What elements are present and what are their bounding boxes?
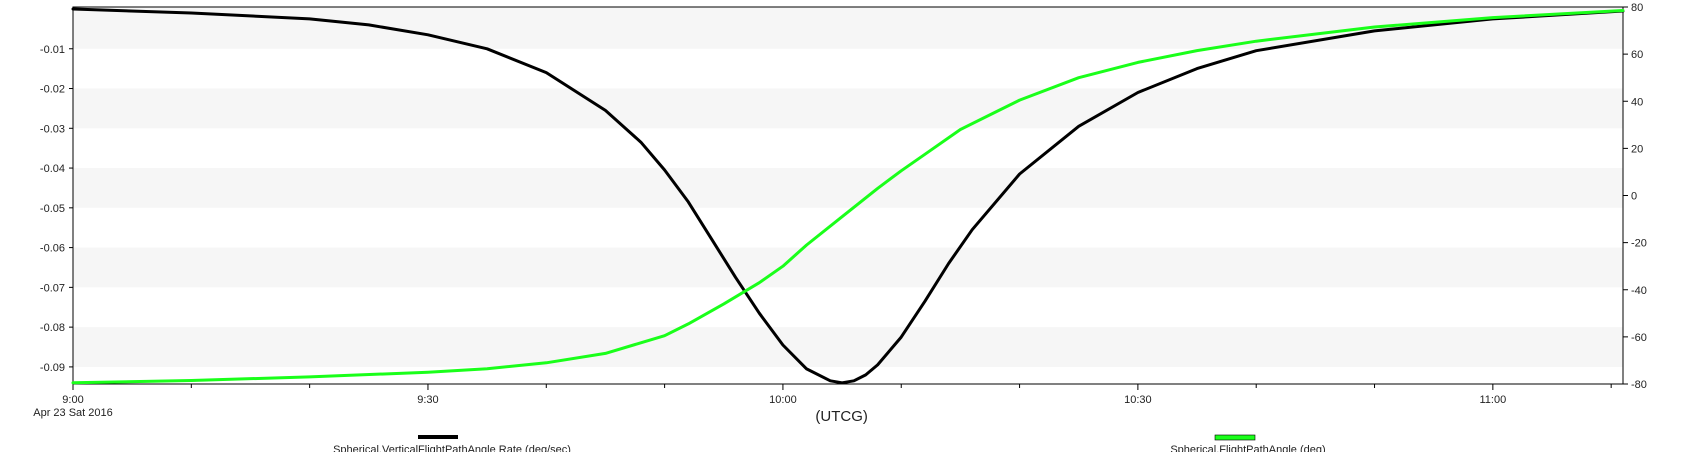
right-tick-label: -80: [1631, 379, 1647, 391]
grid-band: [73, 327, 1623, 367]
right-tick-label: 60: [1631, 49, 1643, 61]
left-tick-label: -0.05: [40, 203, 65, 215]
series-line-1: [71, 7, 1625, 385]
right-tick-label: 0: [1631, 191, 1637, 203]
left-tick-label: -0.01: [40, 44, 65, 56]
x-date-label: Apr 23 Sat 2016: [33, 407, 113, 419]
right-tick-label: -60: [1631, 332, 1647, 344]
right-axis: 80 60 40 20 0 -20 -40 -60 -80: [1623, 2, 1647, 391]
x-axis: 9:00 9:30 10:00 10:30 11:00 Apr 23 Sat 2016: [33, 384, 1612, 419]
x-tick-label: 9:00: [62, 394, 83, 406]
left-axis: -0.01 -0.02 -0.03 -0.04 -0.05 -0.06 -0.07 -0.08…: [40, 44, 73, 374]
series-lines: [71, 7, 1625, 385]
legend-label-1: Spherical.VerticalFlightPathAngle Rate (…: [333, 444, 571, 452]
axis-labels: (UTCG): [815, 408, 868, 425]
legend-label-2: Spherical.FlightPathAngle (deg): [1170, 444, 1325, 452]
left-tick-label: -0.03: [40, 123, 65, 135]
series-line-2: [71, 9, 1625, 385]
grid-band: [73, 168, 1623, 208]
left-tick-label: -0.04: [40, 163, 65, 175]
left-tick-label: -0.09: [40, 362, 65, 374]
left-tick-label: -0.02: [40, 84, 65, 96]
x-tick-label: 11:00: [1479, 394, 1506, 406]
right-tick-label: 20: [1631, 143, 1643, 155]
x-tick-label: 10:00: [769, 394, 797, 406]
grid-band: [73, 88, 1623, 129]
left-tick-label: -0.08: [40, 322, 65, 334]
grid-band: [73, 247, 1623, 288]
right-tick-label: 80: [1631, 2, 1643, 14]
x-axis-label: (UTCG): [815, 408, 868, 425]
x-tick-label: 10:30: [1124, 394, 1152, 406]
legend: Spherical.VerticalFlightPathAngle Rate (…: [333, 434, 1326, 452]
left-tick-label: -0.06: [40, 243, 65, 255]
background-bands: [73, 7, 1623, 367]
legend-swatch-2: [1214, 434, 1256, 441]
x-tick-label: 9:30: [417, 394, 438, 406]
left-tick-label: -0.07: [40, 282, 65, 294]
right-tick-label: -40: [1631, 285, 1647, 297]
right-tick-label: 40: [1631, 96, 1643, 108]
right-tick-label: -20: [1631, 238, 1647, 250]
